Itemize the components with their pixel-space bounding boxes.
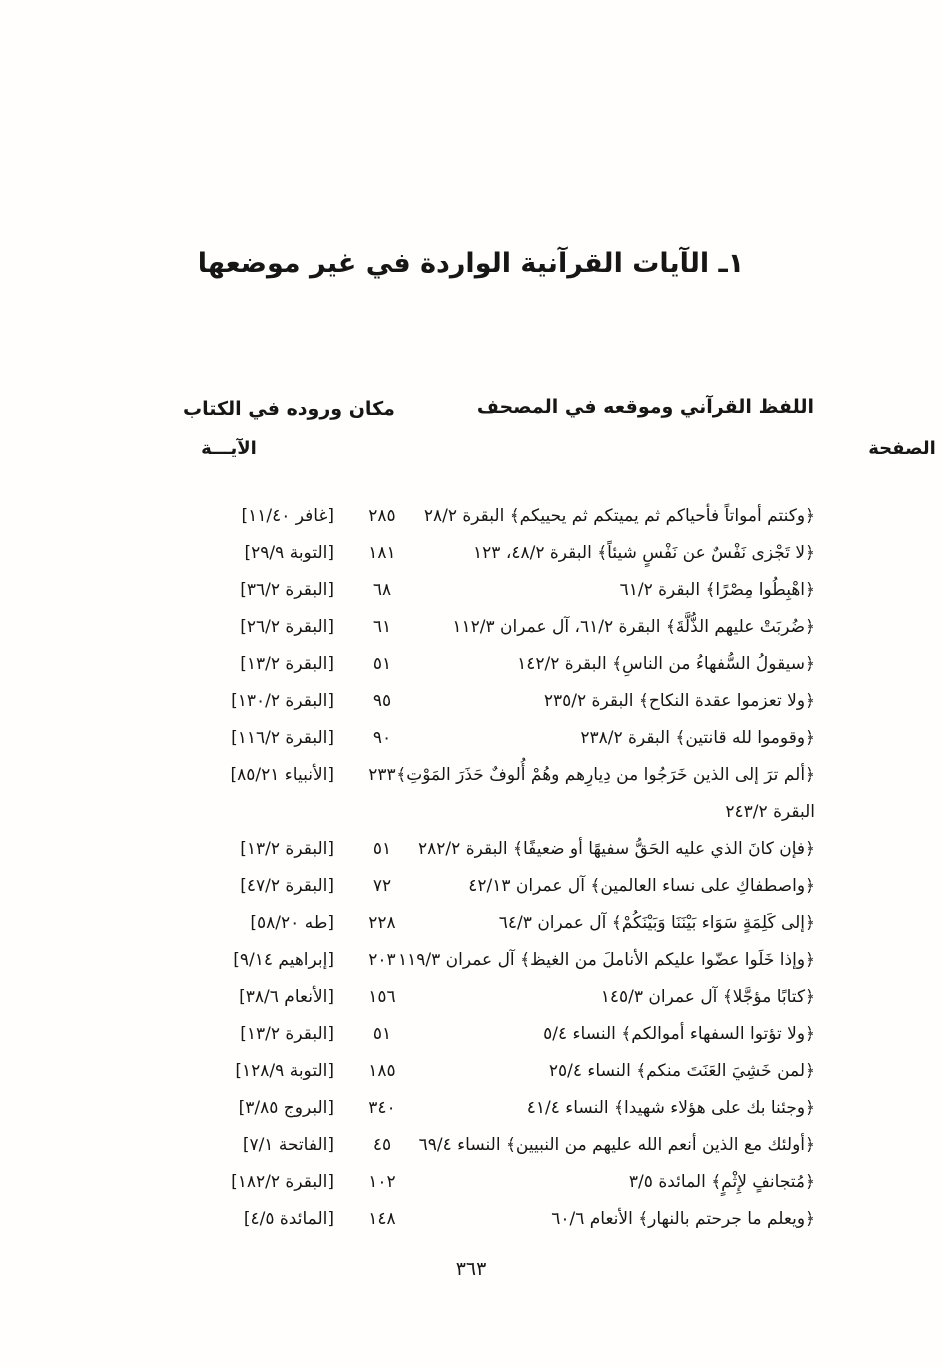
table-row: ﴿إلى كَلِمَةٍ سَوَاء بَيْنَنَا وَبَيْنَك…: [140, 905, 815, 942]
verse-reference: [البقرة ٣٦/٢]: [240, 580, 334, 600]
verse-reference: [البقرة ١٣٠/٢]: [231, 691, 334, 711]
subcolumn-header-verse: الآيـــة: [201, 438, 257, 459]
verse-reference: [البقرة ٤٧/٢]: [240, 876, 334, 896]
verse-quote: ﴿وقوموا لله قانتين﴾ البقرة ٢٣٨/٢: [580, 728, 815, 748]
verse-reference: [البقرة ١٣/٢]: [240, 839, 334, 859]
table-row: ﴿ولا تؤتوا السفهاء أموالكم﴾ النساء ٥/٤ ٥…: [140, 1016, 815, 1053]
page-title: ١ـ الآيات القرآنية الواردة في غير موضعها: [197, 248, 745, 279]
page-number: ٥١: [372, 654, 392, 674]
verse-quote: ﴿ولا تعزموا عقدة النكاح﴾ البقرة ٢٣٥/٢: [543, 691, 815, 711]
page-number: ١٨١: [368, 543, 396, 563]
verse-quote: ﴿ولا تؤتوا السفهاء أموالكم﴾ النساء ٥/٤: [543, 1024, 815, 1044]
verse-reference: [البقرة ١٣/٢]: [240, 1024, 334, 1044]
verse-reference: [إبراهيم ٩/١٤]: [233, 950, 334, 970]
page-number: ٢٣٣: [368, 765, 396, 785]
subcolumn-header-page: الصفحة: [862, 438, 942, 1369]
verse-quote: ﴿ضُربَتْ عليهم الذُّلَّةَ﴾ البقرة ٦١/٢، …: [452, 617, 815, 637]
verse-reference: [طه ٥٨/٢٠]: [250, 913, 334, 933]
verse-quote: ﴿وجئنا بك على هؤلاء شهيدا﴾ النساء ٤١/٤: [526, 1098, 815, 1118]
verse-reference: [البقرة ١٣/٢]: [240, 654, 334, 674]
verse-quote: ﴿وكنتم أمواتاً فأحياكم ثم يميتكم ثم يحيي…: [423, 506, 815, 526]
verse-reference: [البقرة ٢٦/٢]: [240, 617, 334, 637]
verse-quote-continuation: البقرة ٢٤٣/٢: [725, 802, 815, 822]
page-number: ٢٠٣: [368, 950, 396, 970]
page-number: ٦١: [372, 617, 392, 637]
page-number: ١٨٥: [368, 1061, 396, 1081]
table-row: ﴿ولا تعزموا عقدة النكاح﴾ البقرة ٢٣٥/٢ ٩٥…: [140, 683, 815, 720]
verse-quote: ﴿مُتجانفٍ لإِثْمٍ﴾ المائدة ٣/٥: [628, 1172, 815, 1192]
verse-reference: [التوبة ٢٩/٩]: [244, 543, 334, 563]
page-number: ٣٤٠: [368, 1098, 396, 1118]
verse-quote: ﴿كتابًا مؤجَّلا﴾ آل عمران ١٤٥/٣: [600, 987, 815, 1007]
verse-quote: ﴿أولئك مع الذين أنعم الله عليهم من النبي…: [418, 1135, 815, 1155]
verse-quote: ﴿ألم ترَ إلى الذين خَرَجُوا من دِيارِهم …: [396, 765, 815, 785]
verse-reference: [البقرة ١١٦/٢]: [231, 728, 334, 748]
verse-reference: [غافر ١١/٤٠]: [241, 506, 334, 526]
page-number: ٩٥: [372, 691, 392, 711]
table-row: ﴿لمن خَشِيَ العَنَتَ منكم﴾ النساء ٢٥/٤ ١…: [140, 1053, 815, 1090]
verse-reference: [التوبة ١٢٨/٩]: [235, 1061, 334, 1081]
table-row: ﴿وجئنا بك على هؤلاء شهيدا﴾ النساء ٤١/٤ ٣…: [140, 1090, 815, 1127]
table-row: ﴿اهْبِطُوا مِصْرًا﴾ البقرة ٦١/٢ ٦٨ [البق…: [140, 572, 815, 609]
verse-reference: [الفاتحة ٧/١]: [242, 1135, 334, 1155]
page-number: ٦٨: [372, 580, 392, 600]
table-row: ﴿ألم ترَ إلى الذين خَرَجُوا من دِيارِهم …: [140, 757, 815, 831]
verse-quote: ﴿فإن كانَ الذي عليه الحَقُّ سفيهًا أو ضع…: [418, 839, 815, 859]
verse-reference: [البقرة ١٨٢/٢]: [231, 1172, 334, 1192]
table-row: ﴿فإن كانَ الذي عليه الحَقُّ سفيهًا أو ضع…: [140, 831, 815, 868]
verse-quote: ﴿لا تَجْزى نَفْسٌ عن نَفْسٍ شيئاً﴾ البقر…: [473, 543, 815, 563]
page-number: ٢٨٥: [368, 506, 396, 526]
table-row: ﴿لا تَجْزى نَفْسٌ عن نَفْسٍ شيئاً﴾ البقر…: [140, 535, 815, 572]
page-number: ١٤٨: [368, 1209, 396, 1229]
verse-index-table: ﴿وكنتم أمواتاً فأحياكم ثم يميتكم ثم يحيي…: [140, 498, 815, 1238]
footer-page-number: ٣٦٣: [455, 1258, 487, 1280]
page-number: ٩٠: [372, 728, 392, 748]
column-header-book-location: مكان وروده في الكتاب: [183, 398, 395, 420]
page-number: ٧٢: [372, 876, 392, 896]
page-number: ١٠٢: [368, 1172, 396, 1192]
verse-quote: ﴿ويعلم ما جرحتم بالنهار﴾ الأنعام ٦٠/٦: [551, 1209, 815, 1229]
verse-reference: [الأنعام ٣٨/٦]: [239, 987, 334, 1007]
verse-quote: ﴿اهْبِطُوا مِصْرًا﴾ البقرة ٦١/٢: [619, 580, 815, 600]
table-row: ﴿سيقولُ السُّفهاءُ من الناسِ﴾ البقرة ١٤٢…: [140, 646, 815, 683]
page-number: ٤٥: [372, 1135, 392, 1155]
verse-quote: ﴿إلى كَلِمَةٍ سَوَاء بَيْنَنَا وَبَيْنَك…: [498, 913, 815, 933]
verse-reference: [الأنبياء ٨٥/٢١]: [230, 765, 334, 785]
table-row: ﴿أولئك مع الذين أنعم الله عليهم من النبي…: [140, 1127, 815, 1164]
table-row: ﴿مُتجانفٍ لإِثْمٍ﴾ المائدة ٣/٥ ١٠٢ [البق…: [140, 1164, 815, 1201]
page-number: ١٥٦: [368, 987, 396, 1007]
verse-reference: [البروج ٣/٨٥]: [238, 1098, 334, 1118]
verse-quote: ﴿وإذا خَلَوا عضّوا عليكم الأناملَ من الغ…: [397, 950, 815, 970]
page-number: ٥١: [372, 1024, 392, 1044]
verse-quote: ﴿واصطفاكِ على نساء العالمين﴾ آل عمران ٤٢…: [468, 876, 815, 896]
table-row: ﴿وكنتم أمواتاً فأحياكم ثم يميتكم ثم يحيي…: [140, 498, 815, 535]
verse-reference: [المائدة ٤/٥]: [243, 1209, 334, 1229]
column-header-quran-location: اللفظ القرآني وموقعه في المصحف: [476, 396, 814, 418]
table-row: ﴿واصطفاكِ على نساء العالمين﴾ آل عمران ٤٢…: [140, 868, 815, 905]
table-row: ﴿كتابًا مؤجَّلا﴾ آل عمران ١٤٥/٣ ١٥٦ [الأ…: [140, 979, 815, 1016]
table-row: ﴿ضُربَتْ عليهم الذُّلَّةَ﴾ البقرة ٦١/٢، …: [140, 609, 815, 646]
verse-quote: ﴿لمن خَشِيَ العَنَتَ منكم﴾ النساء ٢٥/٤: [548, 1061, 815, 1081]
page-number: ٥١: [372, 839, 392, 859]
verse-quote: ﴿سيقولُ السُّفهاءُ من الناسِ﴾ البقرة ١٤٢…: [517, 654, 815, 674]
table-row: ﴿وقوموا لله قانتين﴾ البقرة ٢٣٨/٢ ٩٠ [الب…: [140, 720, 815, 757]
page-number: ٢٢٨: [368, 913, 396, 933]
table-row: ﴿وإذا خَلَوا عضّوا عليكم الأناملَ من الغ…: [140, 942, 815, 979]
table-row: ﴿ويعلم ما جرحتم بالنهار﴾ الأنعام ٦٠/٦ ١٤…: [140, 1201, 815, 1238]
